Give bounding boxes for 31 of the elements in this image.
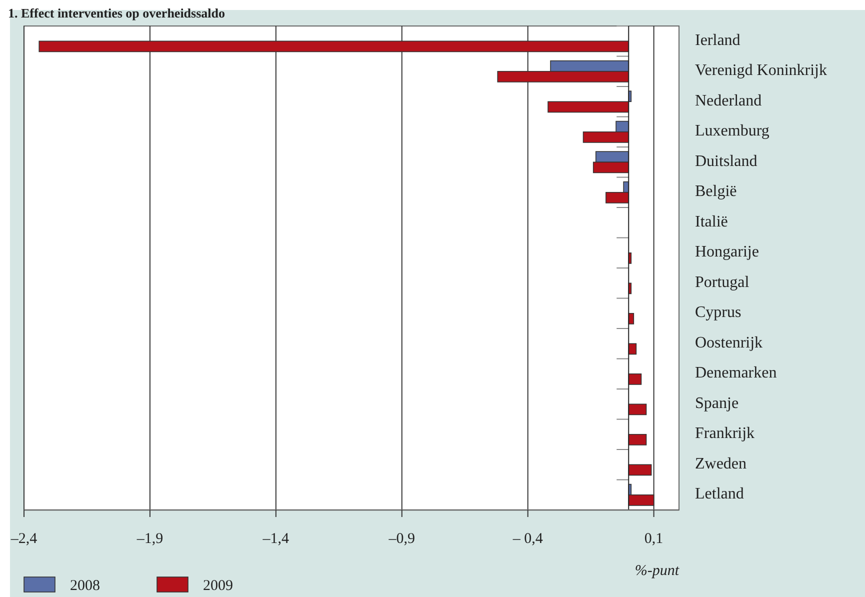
y-tick-label: Zweden [695, 455, 747, 472]
y-tick-label: Denemarken [695, 364, 777, 382]
y-tick-label: Oostenrijk [695, 334, 763, 352]
y-tick-label: Cyprus [695, 304, 742, 322]
x-tick-label: –1,9 [136, 531, 164, 547]
y-tick-label: Luxemburg [695, 122, 770, 140]
legend-label: 2008 [70, 578, 100, 594]
y-tick-label: Frankrijk [695, 425, 755, 442]
bar [628, 434, 647, 446]
y-tick-label: Duitsland [695, 152, 758, 170]
x-tick-label: 0,1 [644, 531, 664, 547]
x-tick-label: – 0,4 [512, 531, 544, 547]
y-tick-label: Nederland [695, 92, 762, 110]
y-tick-label: Portugal [695, 274, 750, 291]
x-tick-label: –1,4 [262, 531, 290, 547]
bar [628, 464, 652, 476]
x-axis-title: %-punt [634, 563, 680, 579]
y-tick-label: België [695, 183, 737, 200]
y-tick-label: Ierland [695, 32, 740, 49]
x-tick-label: –0,9 [388, 531, 416, 547]
y-tick-label: Hongarije [695, 244, 759, 261]
x-tick-label: –2,4 [10, 531, 38, 547]
y-tick-label: Italië [695, 213, 728, 230]
bar [628, 343, 637, 355]
y-tick-label: Spanje [695, 394, 739, 412]
bar [628, 404, 647, 416]
y-tick-label: Verenigd Koninkrijk [695, 62, 827, 80]
chart-title: 1. Effect interventies op overheidssaldo [8, 6, 226, 21]
y-tick-label: Letland [695, 486, 744, 503]
legend-label: 2009 [203, 578, 233, 594]
bar [628, 373, 642, 385]
